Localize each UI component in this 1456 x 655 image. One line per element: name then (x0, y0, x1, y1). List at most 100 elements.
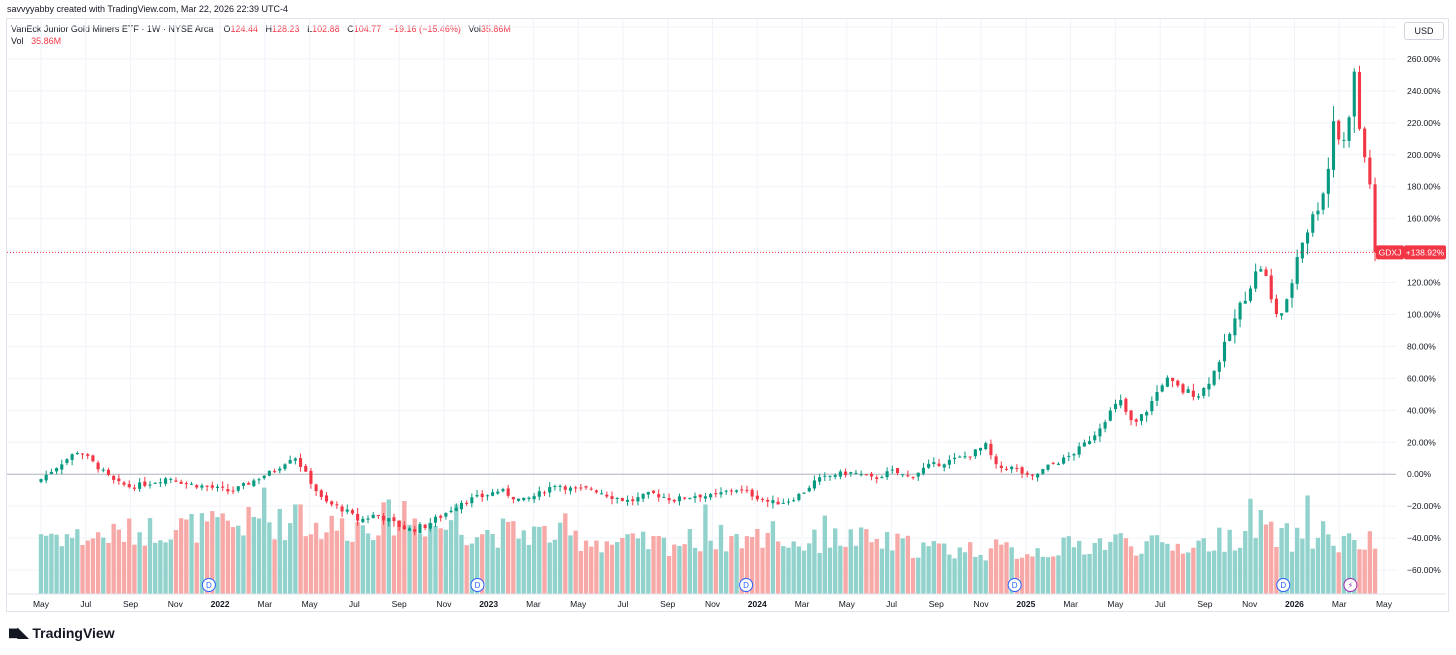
candle-body (1228, 333, 1232, 341)
candle-body (55, 468, 59, 472)
candle-body (537, 491, 541, 497)
candle (1274, 294, 1278, 318)
candle-body (890, 469, 894, 471)
candle-body (257, 479, 261, 481)
candle (1124, 397, 1128, 415)
candle-body (626, 499, 630, 502)
y-tick-label: −60.00% (1407, 565, 1441, 575)
candle (1036, 473, 1040, 482)
volume-bar (1180, 553, 1186, 594)
symbol-badge: GDXJ (1379, 247, 1402, 257)
candle-body (932, 462, 936, 465)
candle-body (1207, 383, 1211, 390)
candle-body (480, 493, 484, 498)
volume-bar (661, 537, 667, 594)
candle (164, 476, 168, 487)
candle-body (750, 489, 754, 497)
candle-body (366, 518, 370, 520)
candle-body (989, 443, 993, 456)
candle (828, 475, 832, 481)
candle (1368, 149, 1372, 189)
volume-bar (516, 538, 521, 594)
candle (683, 496, 687, 500)
volume-bar (698, 551, 703, 594)
candle (1051, 461, 1055, 465)
volume-bar (1128, 546, 1134, 594)
candle-body (1373, 184, 1377, 253)
volume-bar (1082, 554, 1087, 594)
volume-bar (635, 538, 641, 594)
volume-study-label[interactable]: Vol (11, 36, 24, 46)
candle (1269, 268, 1273, 303)
candle (418, 521, 422, 534)
volume-bar (49, 533, 54, 594)
x-tick-label: 2026 (1285, 599, 1304, 609)
volume-bar (345, 540, 350, 594)
candle (1357, 65, 1362, 131)
candle (335, 501, 339, 509)
candle-body (1243, 300, 1247, 304)
candle-body (387, 518, 391, 522)
candle (1160, 383, 1164, 393)
candle (807, 485, 811, 493)
tradingview-logo[interactable]: ◼◣ TradingView (8, 624, 115, 641)
volume-bar (926, 546, 931, 594)
candle (1087, 436, 1092, 445)
x-tick-label: Mar (795, 599, 810, 609)
currency-button[interactable]: USD (1404, 22, 1444, 40)
candle-body (906, 475, 910, 477)
candle-body (444, 512, 448, 517)
candle (350, 508, 355, 515)
candle-body (288, 460, 292, 464)
open-value: 124.44 (230, 24, 258, 34)
candle-body (1254, 271, 1258, 289)
candle (252, 478, 256, 488)
volume-bar (625, 534, 630, 594)
x-tick-label: Jul (80, 599, 91, 609)
volume-bar (85, 540, 90, 594)
candle-body (433, 516, 438, 523)
candle (330, 500, 334, 507)
candle-body (517, 498, 521, 501)
volume-bar (59, 546, 64, 594)
symbol-description[interactable]: VanEck Junior Gold Miners ETF · 1W · NYS… (11, 24, 214, 34)
volume-bar (589, 546, 594, 594)
volume-bar (1165, 543, 1170, 594)
volume-bar (168, 539, 173, 594)
candle-body (169, 478, 173, 480)
volume-bar (687, 529, 693, 594)
candle (226, 483, 230, 495)
candle (677, 493, 682, 506)
candle-body (1269, 275, 1273, 300)
candle (127, 480, 131, 489)
volume-bar (542, 526, 547, 594)
candle-body (205, 485, 209, 487)
volume-bar (843, 546, 848, 594)
volume-bar (812, 529, 817, 594)
candle (792, 497, 796, 502)
candle-body (766, 500, 770, 502)
candle-body (143, 481, 147, 486)
volume-bar (1372, 548, 1378, 594)
candle-body (413, 529, 417, 532)
volume-bar (277, 508, 282, 594)
candle-body (236, 486, 240, 491)
volume-bar (1139, 553, 1144, 594)
change-value: −19.16 (−15.46%) (388, 24, 461, 34)
candle-body (132, 487, 136, 489)
candle (1300, 242, 1304, 263)
chart-frame (6, 18, 1449, 612)
candle (1098, 423, 1102, 443)
candle (1004, 466, 1009, 471)
x-tick-label: Nov (168, 599, 184, 609)
volume-bar (246, 506, 251, 594)
volume-bar (303, 536, 308, 594)
candle (1342, 132, 1346, 149)
candle-body (189, 483, 194, 485)
x-tick-label: Mar (1063, 599, 1078, 609)
volume-bar (511, 521, 516, 594)
candle-body (895, 467, 900, 474)
volume-bars (38, 487, 1378, 594)
candle (231, 486, 235, 495)
